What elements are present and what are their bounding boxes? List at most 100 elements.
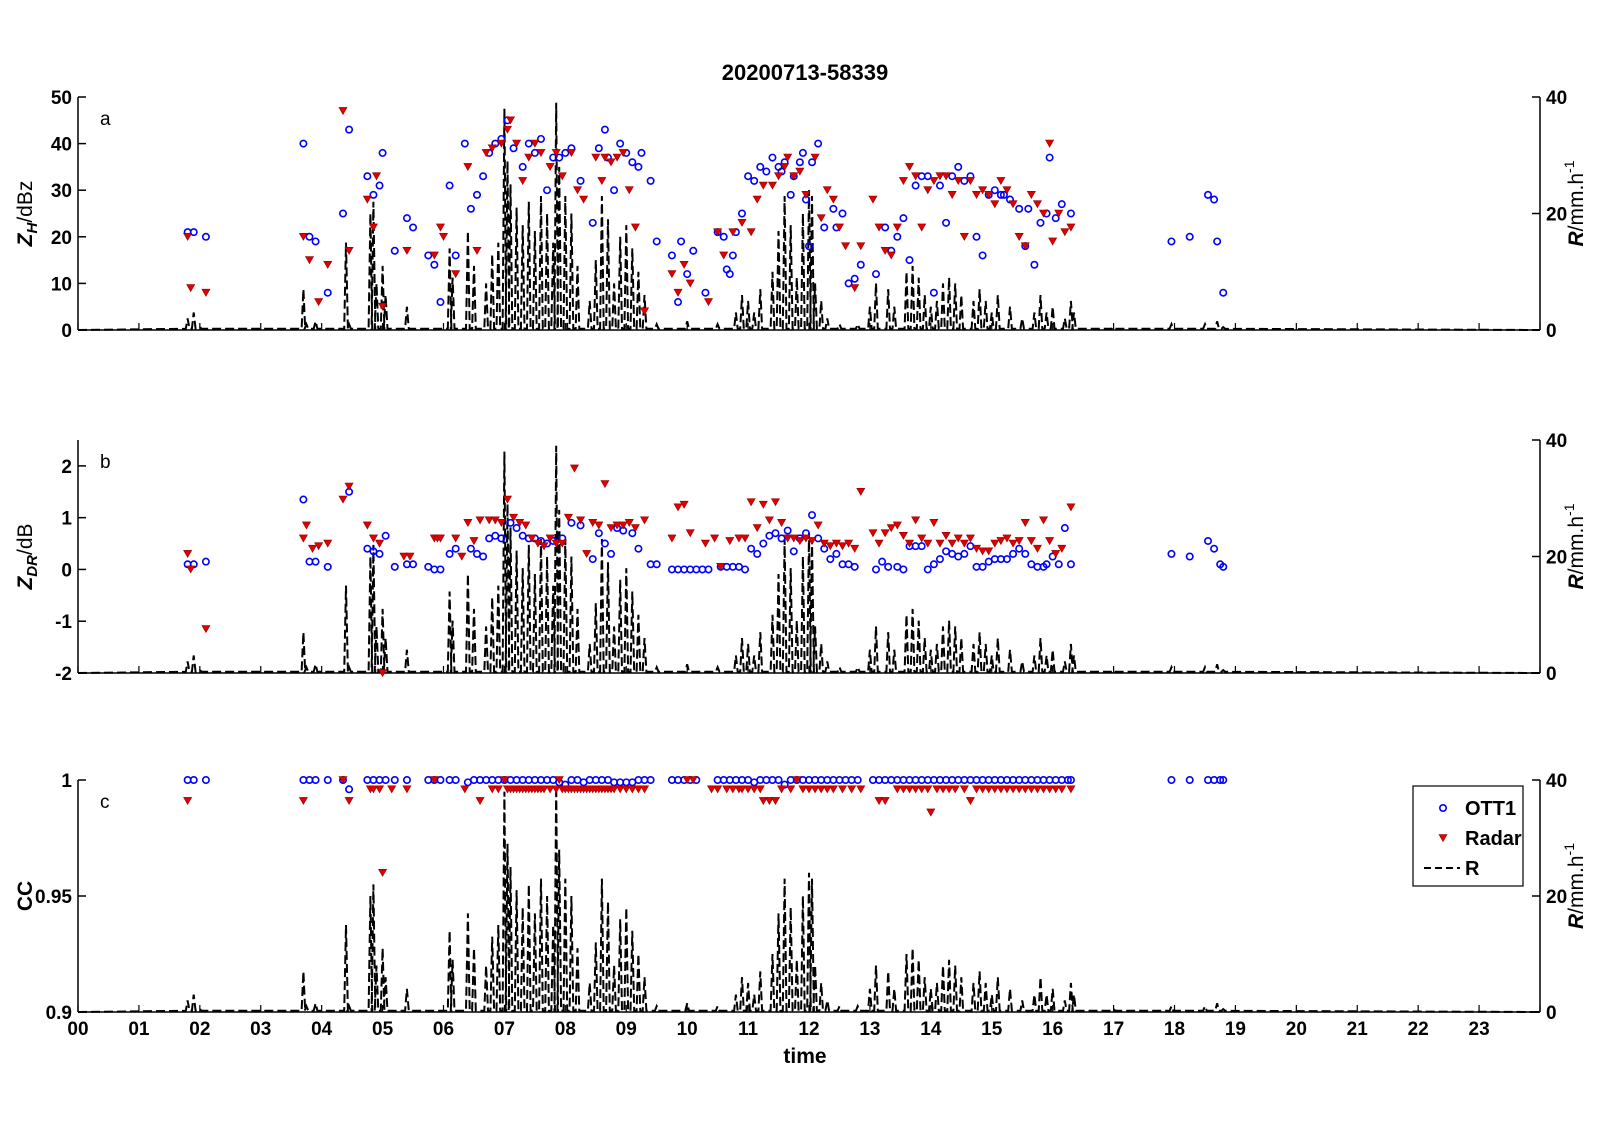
point-radar-a-19 (472, 246, 482, 255)
point-ott1-b-20 (466, 544, 475, 553)
x-tick-label-12: 12 (798, 1019, 819, 1040)
point-ott1-a-24 (479, 172, 488, 181)
point-ott1-b-18 (445, 549, 454, 558)
point-radar-b-101 (1002, 534, 1012, 543)
point-radar-b-38 (569, 464, 579, 473)
point-ott1-a-45 (616, 139, 625, 148)
point-radar-c-59 (722, 785, 732, 794)
point-radar-c-88 (923, 785, 933, 794)
point-radar-b-68 (795, 537, 805, 546)
y-axis-title-main-a: Z (14, 232, 37, 247)
y-tick-label-c-1: 0.95 (35, 887, 72, 908)
point-ott1-b-44 (634, 544, 643, 553)
point-ott1-a-40 (588, 218, 597, 227)
point-radar-c-66 (758, 797, 768, 805)
point-ott1-a-13 (390, 246, 399, 255)
point-radar-c-28 (539, 785, 549, 794)
point-radar-c-91 (938, 785, 948, 794)
point-radar-c-101 (1002, 785, 1012, 794)
point-ott1-a-115 (1036, 218, 1045, 227)
point-radar-a-14 (429, 251, 439, 260)
point-ott1-a-7 (338, 209, 347, 218)
point-radar-a-68 (834, 223, 844, 232)
point-radar-b-40 (582, 550, 592, 559)
point-radar-b-4 (301, 521, 311, 530)
point-ott1-a-3 (299, 139, 308, 148)
point-radar-c-50 (615, 785, 625, 794)
r-tick-label-b-2: 40 (1546, 431, 1567, 452)
point-radar-a-15 (435, 223, 445, 232)
point-radar-b-107 (1039, 516, 1049, 525)
x-tick-label-4: 04 (311, 1019, 333, 1040)
r-axis-title-unit-b: /mm.h (1565, 516, 1588, 574)
point-radar-c-14 (493, 785, 503, 794)
point-radar-a-64 (810, 153, 820, 162)
point-radar-b-92 (947, 539, 957, 548)
r-axis-title-main-b: R (1565, 573, 1588, 589)
point-radar-a-42 (624, 186, 634, 195)
point-ott1-a-50 (646, 176, 655, 185)
point-ott1-b-17 (436, 565, 445, 574)
point-radar-b-8 (338, 495, 348, 504)
point-radar-a-102 (1048, 237, 1058, 246)
point-radar-a-62 (795, 167, 805, 176)
point-radar-a-93 (996, 177, 1006, 185)
point-radar-b-51 (673, 503, 683, 512)
point-ott1-a-94 (911, 181, 920, 190)
r-tick-label-b-1: 20 (1546, 548, 1567, 569)
point-radar-c-54 (640, 785, 650, 794)
point-radar-a-74 (880, 246, 890, 255)
point-ott1-b-10 (375, 549, 384, 558)
point-ott1-b-27 (512, 524, 521, 533)
point-radar-a-83 (935, 172, 945, 181)
panel-letter-a: a (100, 109, 111, 130)
point-radar-a-57 (767, 181, 777, 190)
point-ott1-b-65 (783, 526, 792, 535)
point-radar-c-72 (798, 785, 808, 794)
point-radar-a-13 (402, 246, 412, 255)
point-radar-b-90 (935, 539, 945, 548)
point-ott1-a-16 (424, 251, 433, 260)
point-radar-c-109 (1051, 785, 1061, 794)
point-radar-b-50 (667, 534, 677, 543)
point-radar-a-67 (828, 195, 838, 204)
point-ott1-a-37 (561, 148, 570, 157)
point-ott1-b-22 (479, 552, 488, 561)
rain-rate-line-b (77, 445, 1541, 674)
x-tick-label-6: 06 (433, 1019, 454, 1040)
y-axis-title-main-b: Z (14, 576, 37, 591)
point-radar-b-66 (783, 534, 793, 543)
point-radar-b-73 (825, 542, 835, 551)
series-ott1-b (183, 487, 1228, 574)
y-tick-label-a-0: 0 (61, 321, 72, 342)
point-radar-b-42 (594, 521, 604, 530)
point-radar-a-70 (850, 284, 860, 293)
point-ott1-a-89 (881, 223, 890, 232)
point-ott1-a-36 (555, 153, 564, 162)
y-axis-title-c: CC (14, 881, 37, 911)
point-radar-c-64 (749, 785, 759, 794)
point-ott1-a-39 (576, 176, 585, 185)
point-ott1-b-59 (747, 544, 756, 553)
point-radar-c-103 (1014, 785, 1024, 794)
r-axis-title-exp-b: -1 (1561, 503, 1577, 516)
point-radar-a-0 (183, 233, 193, 241)
point-ott1-b-6 (323, 562, 332, 571)
point-radar-a-58 (774, 172, 784, 181)
point-radar-c-95 (965, 797, 975, 805)
point-ott1-a-41 (594, 144, 603, 153)
x-tick-label-18: 18 (1164, 1019, 1185, 1040)
point-radar-b-36 (557, 539, 567, 548)
point-ott1-a-1 (189, 228, 198, 237)
point-radar-b-46 (618, 521, 628, 530)
point-ott1-a-61 (725, 270, 734, 279)
point-radar-c-65 (755, 785, 765, 794)
x-axis-title: time (783, 1045, 826, 1068)
point-radar-a-9 (362, 195, 372, 204)
point-radar-c-57 (707, 785, 717, 794)
y-axis-title-unit-a: /dBz (14, 181, 37, 223)
point-radar-b-20 (457, 552, 467, 561)
point-ott1-a-42 (600, 125, 609, 134)
point-radar-a-88 (965, 177, 975, 185)
point-radar-b-85 (904, 539, 915, 548)
